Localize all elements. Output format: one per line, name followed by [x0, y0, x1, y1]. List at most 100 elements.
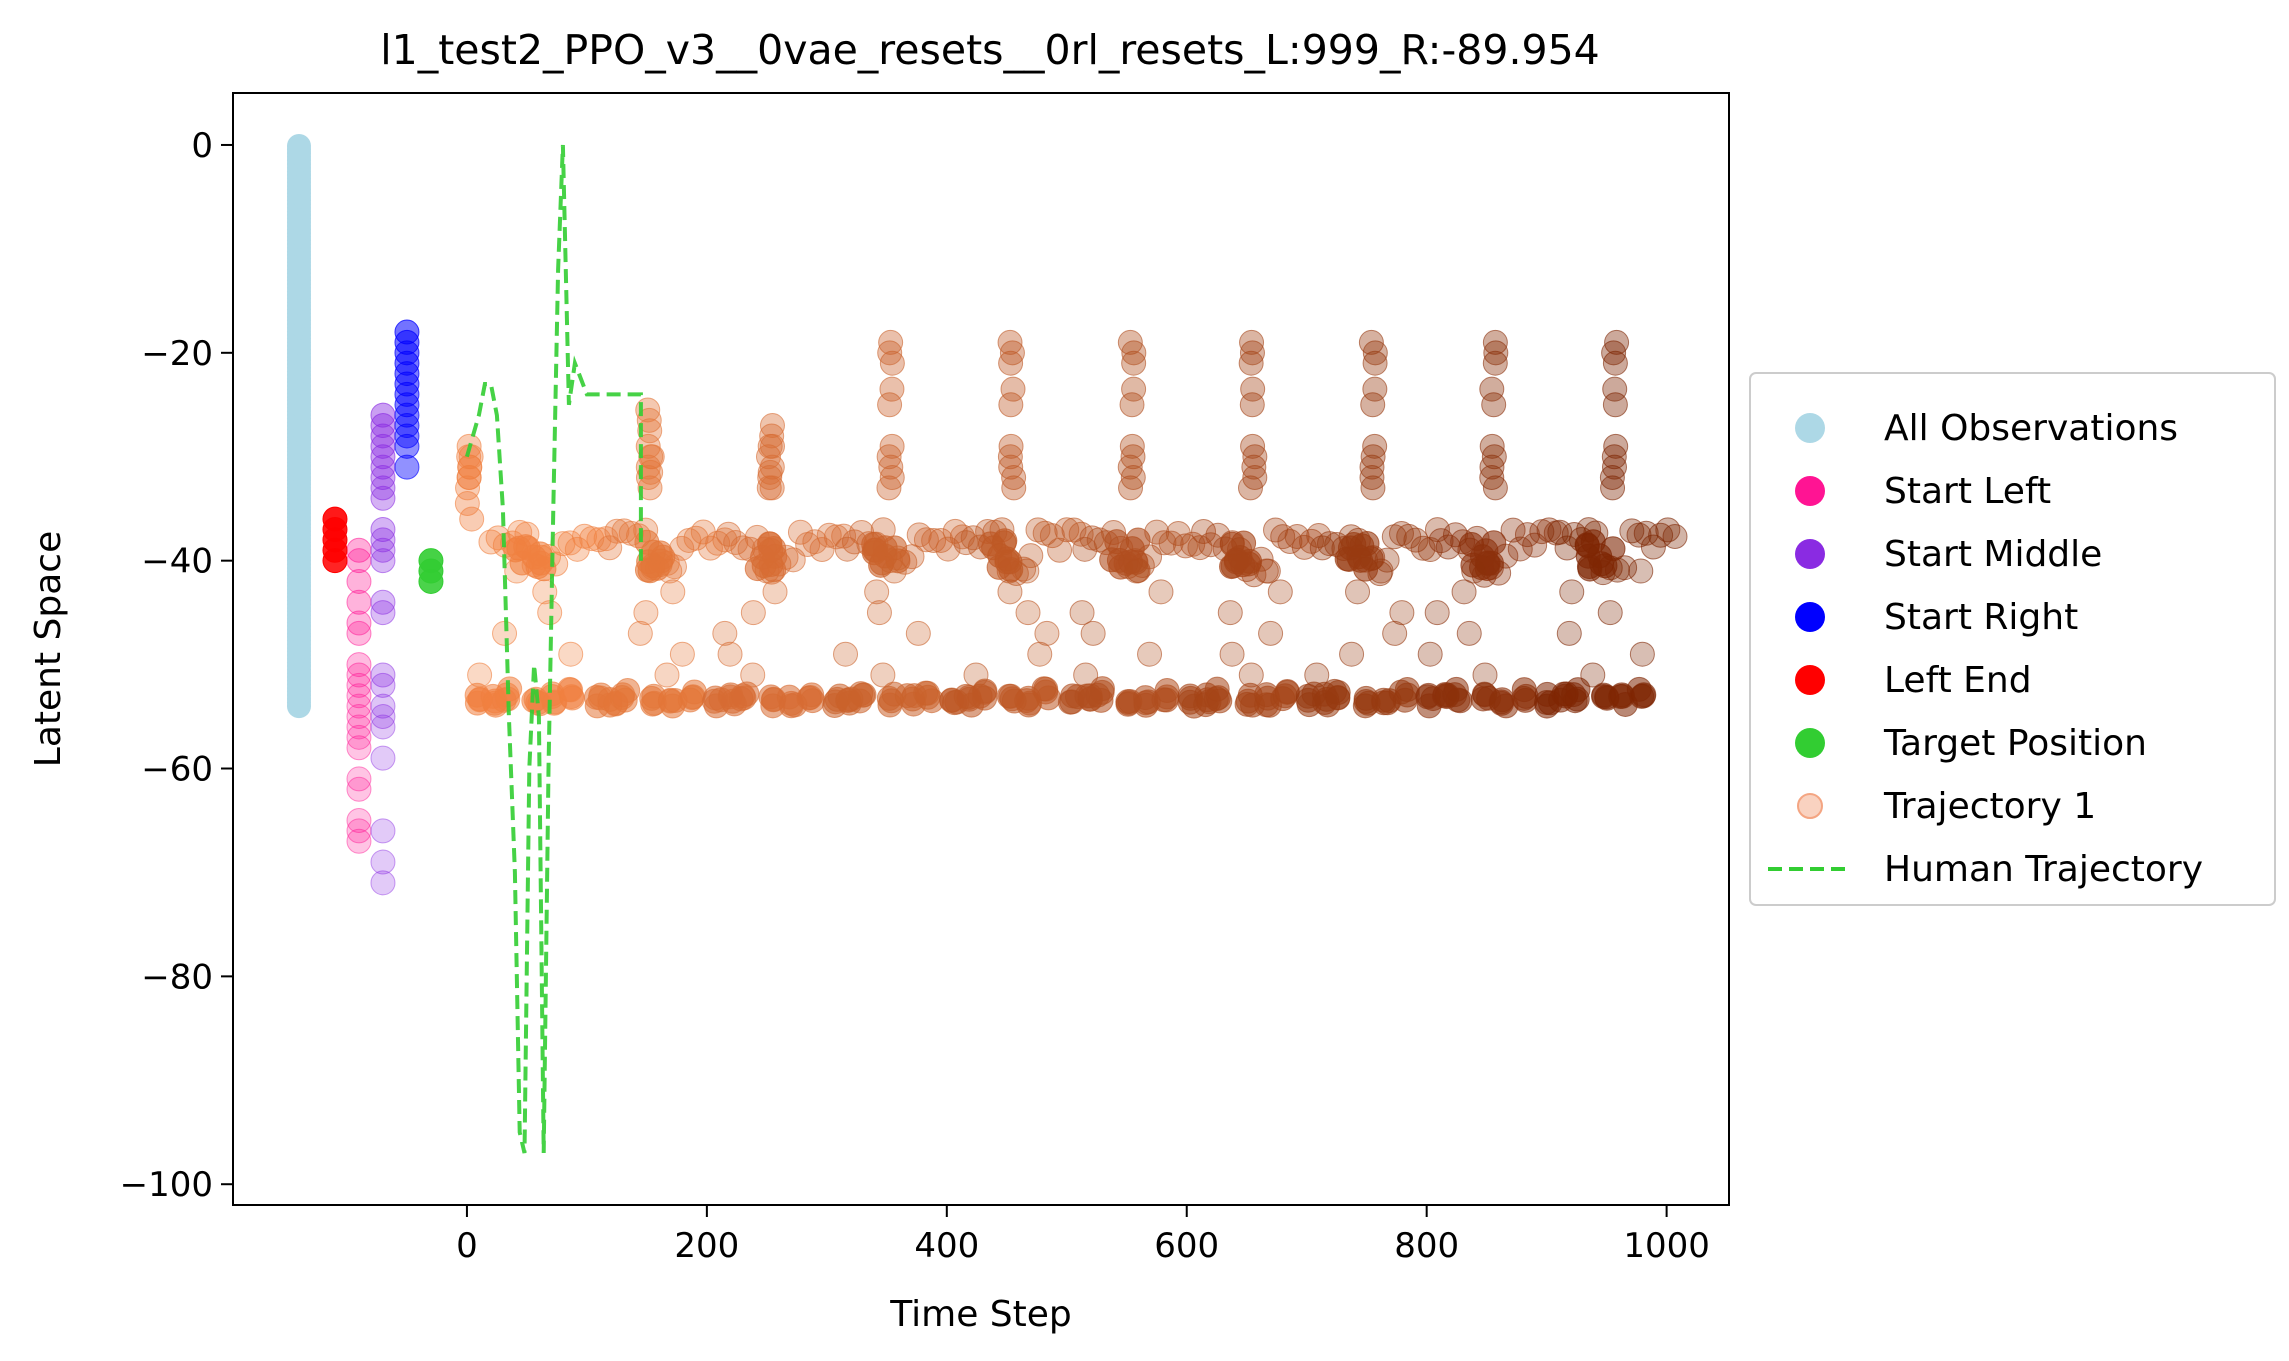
- trajectory-1-point: [1240, 433, 1266, 459]
- trajectory-1-point: [1304, 662, 1330, 688]
- chart-title: l1_test2_PPO_v3__0vae_resets__0rl_resets…: [380, 26, 1600, 74]
- start-middle-point: [370, 548, 396, 574]
- trajectory-1-point: [762, 543, 788, 569]
- trajectory-1-point: [640, 539, 666, 565]
- start-right-point: [394, 371, 420, 397]
- trajectory-1-point: [1601, 444, 1627, 470]
- trajectory-1-point: [1456, 620, 1482, 646]
- trajectory-1-point: [1580, 662, 1606, 688]
- trajectory-1-point: [597, 535, 623, 561]
- trajectory-1-point: [1559, 579, 1585, 605]
- trajectory-1-point: [963, 662, 989, 688]
- trajectory-1-point: [1628, 558, 1654, 584]
- trajectory-1-point: [1267, 579, 1293, 605]
- trajectory-1-point: [1339, 641, 1365, 667]
- trajectory-1-point: [1121, 340, 1147, 366]
- trajectory-1-point: [1403, 527, 1429, 553]
- trajectory-1-point: [1151, 530, 1177, 556]
- trajectory-1-point: [467, 662, 493, 688]
- trajectory-1-point: [876, 444, 902, 470]
- trajectory-1-point: [1238, 662, 1264, 688]
- trajectory-1-point: [1047, 537, 1073, 563]
- start-middle-point: [370, 704, 396, 730]
- trajectory-1-point: [1119, 536, 1145, 562]
- y-tick-label: −100: [120, 1165, 213, 1205]
- start-left-point: [346, 724, 372, 750]
- trajectory-1-point: [454, 491, 480, 517]
- trajectory-1-point: [762, 579, 788, 605]
- trajectory-1-point: [1253, 558, 1279, 584]
- trajectory-1-point: [1483, 340, 1509, 366]
- trajectory-1-point: [1522, 532, 1548, 558]
- trajectory-1-point: [756, 475, 782, 501]
- x-tick-label: 400: [914, 1226, 979, 1266]
- start-middle-point: [370, 527, 396, 553]
- trajectory-1-point: [864, 579, 890, 605]
- legend-label: Target Position: [1883, 723, 2147, 764]
- start-right-point: [394, 381, 420, 407]
- trajectory-1-point: [1601, 340, 1627, 366]
- trajectory-1-point: [660, 579, 686, 605]
- trajectory-1-point: [1039, 523, 1065, 549]
- trajectory-1-point: [787, 519, 813, 545]
- trajectory-1-point: [879, 350, 905, 376]
- trajectory-1-point: [638, 444, 664, 470]
- trajectory-1-point: [1536, 517, 1562, 543]
- trajectory-1-point: [1120, 444, 1146, 470]
- start-left-point: [346, 683, 372, 709]
- start-left-point: [346, 735, 372, 761]
- trajectory-1-point: [1602, 350, 1628, 376]
- trajectory-1-point: [1629, 641, 1655, 667]
- trajectory-1-point: [1507, 536, 1533, 562]
- trajectory-1-point: [879, 465, 905, 491]
- trajectory-1-point: [677, 687, 703, 713]
- trajectory-1-point: [1481, 444, 1507, 470]
- trajectory-1-point: [877, 340, 903, 366]
- plot-frame: [232, 92, 1730, 1206]
- trajectory-1-point: [1358, 329, 1384, 355]
- y-tick-label: −20: [141, 334, 213, 374]
- legend-label: Start Middle: [1884, 534, 2102, 575]
- y-tick-label: −60: [141, 750, 213, 790]
- trajectory-1-point: [878, 329, 904, 355]
- trajectory-1-point: [1600, 475, 1626, 501]
- trajectory-1-point: [1417, 641, 1443, 667]
- trajectory-1-point: [1662, 524, 1688, 550]
- start-right-point: [394, 402, 420, 428]
- trajectory-1-point: [1362, 433, 1388, 459]
- legend-label: Start Left: [1884, 471, 2051, 512]
- trajectory-1-point: [1631, 682, 1657, 708]
- trajectory-1-point: [850, 682, 876, 708]
- trajectory-1-point: [1354, 531, 1380, 557]
- y-axis: 0 −20 −40 −60 −80 −100: [120, 126, 233, 1205]
- trajectory-1-point: [1360, 475, 1386, 501]
- legend: All Observations Start Left Start Middle St…: [1749, 372, 2276, 906]
- trajectory-1-point: [1479, 465, 1505, 491]
- left-end-point: [322, 548, 348, 574]
- trajectory-1-point: [1277, 529, 1303, 555]
- y-tick-label: 0: [191, 126, 213, 166]
- trajectory-1-point: [504, 558, 530, 584]
- trajectory-1-point: [715, 521, 741, 547]
- legend-label: Human Trajectory: [1884, 849, 2203, 890]
- start-middle-point: [370, 465, 396, 491]
- trajectory-1-point: [1482, 350, 1508, 376]
- x-tick-label: 1000: [1623, 1226, 1710, 1266]
- trajectory-1-point: [1034, 620, 1060, 646]
- trajectory-1-point: [1000, 376, 1026, 402]
- x-tick-label: 800: [1394, 1226, 1459, 1266]
- trajectory-1-point: [1238, 350, 1264, 376]
- start-middle-point: [370, 537, 396, 563]
- trajectory-1-point: [1482, 329, 1508, 355]
- trajectory-1-point: [870, 662, 896, 688]
- trajectory-1-point: [1481, 392, 1507, 418]
- trajectory-1-point: [1597, 600, 1623, 626]
- start-right-point: [394, 423, 420, 449]
- trajectory-1-point: [1479, 454, 1505, 480]
- trajectory-1-point: [1117, 454, 1143, 480]
- y-tick-label: −40: [141, 542, 213, 582]
- trajectory-1-point: [878, 454, 904, 480]
- trajectory-1-point: [998, 433, 1024, 459]
- trajectory-1-point: [757, 465, 783, 491]
- trajectory-1-point: [1217, 600, 1243, 626]
